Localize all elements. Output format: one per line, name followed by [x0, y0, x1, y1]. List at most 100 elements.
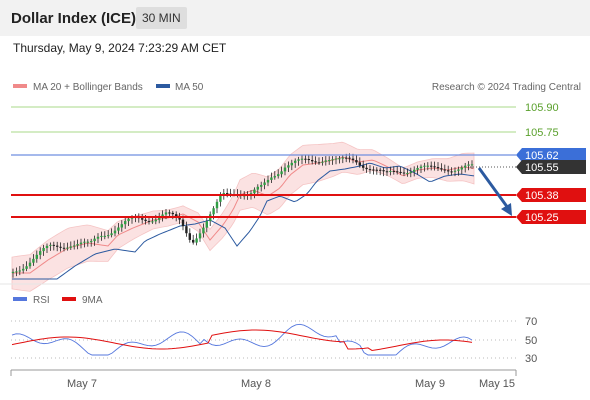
candle [277, 169, 280, 179]
level-label-105-90: 105.90 [525, 102, 559, 114]
candle [25, 261, 28, 272]
candle [423, 162, 426, 172]
candle [59, 242, 62, 252]
candle [300, 155, 304, 165]
bollinger-band [11, 141, 475, 292]
candle [317, 157, 321, 165]
candle [368, 165, 372, 174]
candle [107, 230, 110, 239]
x-tick-may-9: May 9 [415, 378, 445, 390]
candle [270, 172, 273, 183]
candle [96, 233, 100, 244]
copyright-text: Research © 2024 Trading Central [432, 82, 581, 93]
level-label-105-55: 105.55 [525, 162, 559, 174]
candle [56, 241, 59, 252]
candle [253, 187, 256, 199]
candle [86, 239, 89, 247]
instrument-title: Dollar Index (ICE) [11, 10, 137, 27]
candle [365, 163, 368, 173]
candle [83, 238, 86, 248]
candle [28, 257, 32, 269]
bearish-arrow-icon [477, 167, 512, 216]
rsi-tick-70: 70 [525, 316, 537, 328]
candle [185, 221, 188, 237]
level-tag-105-55 [516, 160, 586, 174]
candle [304, 154, 307, 164]
candle [389, 166, 392, 176]
candle [66, 242, 69, 251]
candle [273, 171, 276, 180]
candle [93, 235, 96, 246]
rsi-tick-30: 30 [525, 353, 537, 365]
candle [314, 156, 317, 165]
candle [324, 156, 327, 166]
level-label-105-75: 105.75 [525, 127, 559, 139]
ma20-legend-label: MA 20 + Bollinger Bands [33, 82, 143, 93]
candle [73, 240, 76, 250]
candle [430, 161, 433, 171]
candle [141, 213, 144, 224]
candle [11, 268, 15, 278]
candle [447, 165, 450, 175]
candle [436, 162, 440, 171]
timestamp: Thursday, May 9, 2024 7:23:29 AM CET [13, 41, 227, 55]
price-plot-area [11, 141, 475, 292]
candle [382, 167, 385, 177]
candle [22, 264, 25, 274]
candle [379, 167, 382, 176]
candle [321, 156, 324, 166]
candle [79, 238, 83, 249]
candle [260, 181, 263, 192]
candle [178, 212, 181, 225]
candle [192, 234, 195, 245]
candle [100, 231, 103, 241]
candle [205, 217, 208, 233]
x-tick-may-15: May 15 [479, 378, 515, 390]
candle [334, 156, 338, 165]
level-tag-105-38 [516, 188, 586, 202]
rsi-plot-area: 70 50 30 [11, 316, 537, 365]
candle [311, 155, 314, 165]
rsi-ma9-line [11, 329, 473, 351]
timeframe-badge[interactable]: 30 MIN [136, 7, 187, 29]
candle [331, 156, 334, 165]
candle [35, 250, 38, 263]
candle [294, 158, 297, 168]
candle [15, 267, 18, 277]
level-label-105-25: 105.25 [525, 212, 559, 224]
candle [188, 228, 191, 243]
level-tag-105-62 [516, 148, 586, 162]
candle [103, 231, 106, 240]
candle [124, 217, 127, 229]
candle [120, 220, 123, 232]
candle [433, 161, 436, 171]
candle [290, 159, 293, 171]
x-tick-may-7: May 7 [67, 378, 97, 390]
candle [450, 167, 453, 176]
candle [457, 166, 460, 176]
candle [419, 164, 423, 174]
candle [198, 228, 202, 242]
candle [362, 160, 365, 171]
candle [460, 165, 463, 175]
price-levels: 105.90 105.75 105.62 105.55 105.38 105.2… [11, 102, 586, 224]
x-tick-may-8: May 8 [241, 378, 271, 390]
level-tag-105-25 [516, 210, 586, 224]
candle [32, 254, 35, 266]
candle [328, 156, 331, 165]
candle [266, 175, 270, 187]
ma9-legend-label: 9MA [82, 295, 103, 306]
candle [42, 244, 45, 256]
candle [341, 154, 344, 164]
candle [399, 166, 402, 175]
candle [117, 223, 120, 235]
candle [443, 164, 446, 174]
candle [464, 162, 467, 173]
candle [62, 243, 66, 252]
candle [453, 167, 457, 177]
candle [52, 241, 55, 251]
candle [215, 199, 219, 214]
level-label-105-62: 105.62 [525, 150, 559, 162]
chart-header: Dollar Index (ICE) 30 MIN [0, 0, 590, 36]
candle [39, 247, 42, 260]
